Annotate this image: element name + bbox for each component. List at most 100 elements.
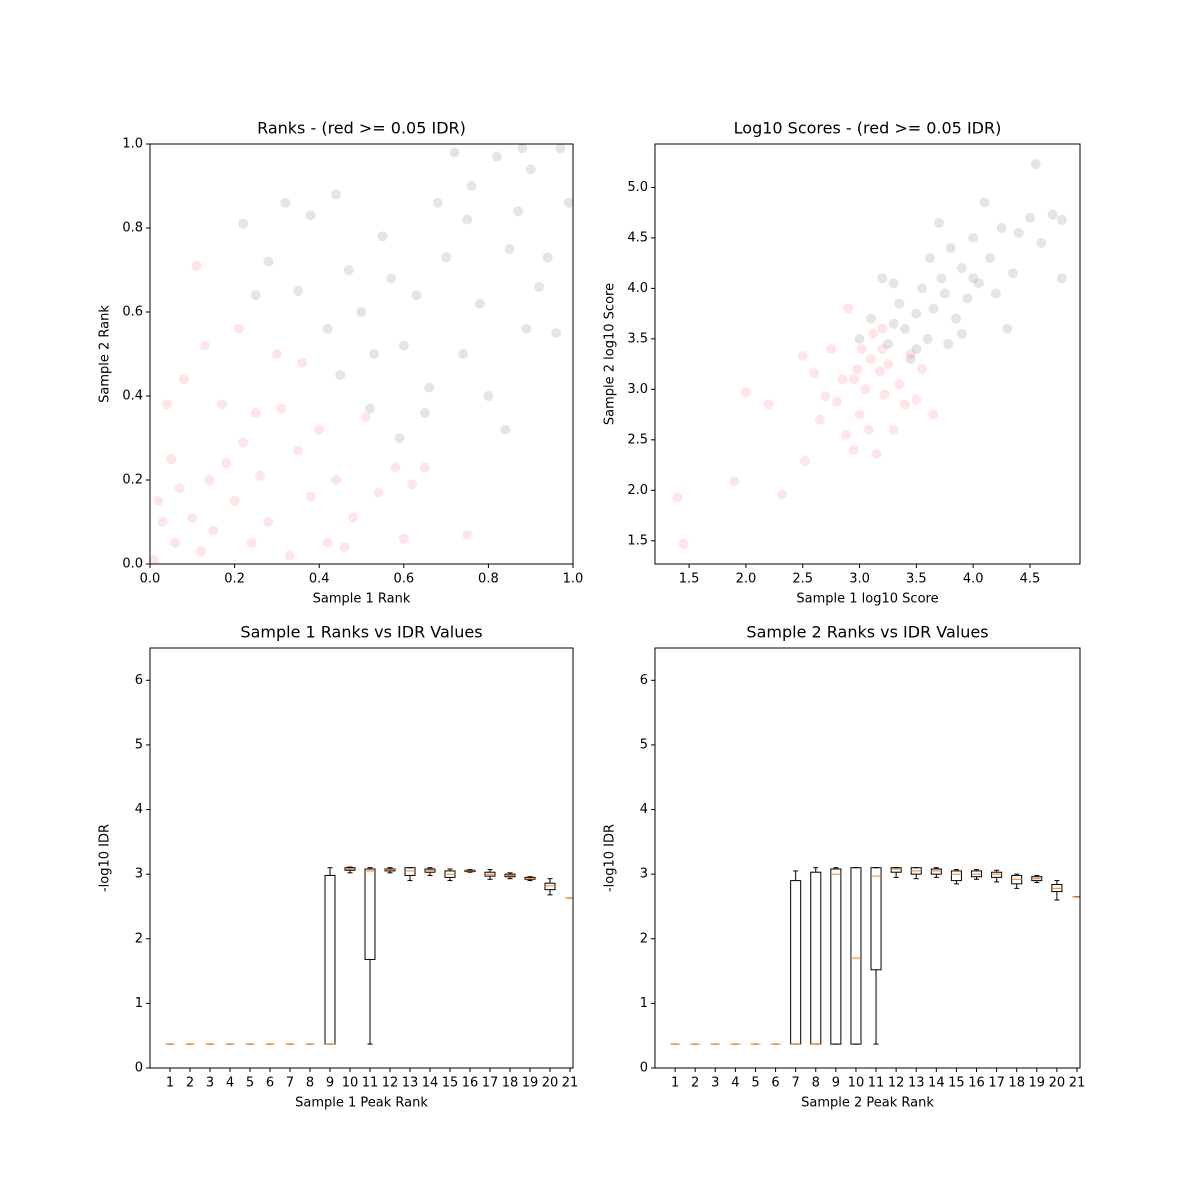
point [254,470,265,481]
point [407,479,418,490]
point [297,357,308,368]
x-tick-label: 18 [1008,1076,1025,1091]
point [877,323,888,334]
point [178,374,189,385]
point [373,487,384,498]
point [229,496,240,506]
x-tick-label: 0.4 [309,572,330,587]
axes-frame [149,143,574,565]
x-tick-label: 21 [562,1076,579,1091]
point [814,414,825,425]
x-tick-label: 3 [711,1076,719,1091]
point [865,354,876,365]
point [432,197,443,208]
y-axis-label: -log10 IDR [603,824,618,892]
point [922,333,933,344]
box [324,874,336,1045]
y-tick-label: 5 [640,737,648,752]
point [882,359,893,370]
x-tick-label: 3.5 [906,572,927,587]
point [877,343,888,354]
point [187,512,198,523]
point [875,366,885,377]
box [850,867,862,1045]
y-tick-label: 2.0 [627,483,648,498]
y-tick-label: 2 [135,931,143,946]
x-tick-label: 17 [988,1076,1005,1091]
x-tick-label: 1.5 [679,572,700,587]
point [521,323,532,334]
point [962,293,973,304]
point [314,424,325,435]
point [911,308,922,319]
y-tick-label: 0.8 [122,221,143,236]
point [250,407,261,418]
point [672,492,683,503]
x-tick-label: 18 [502,1076,519,1091]
point [263,256,274,267]
point [369,349,380,359]
x-axis-label: Sample 1 Peak Rank [295,1096,428,1111]
point [398,533,409,544]
point [276,403,287,414]
point [925,253,935,264]
y-tick-label: 4.0 [627,281,648,296]
point [441,252,452,263]
x-tick-label: 9 [326,1076,334,1091]
plot-area [672,159,1067,549]
plot-area [150,144,573,564]
point [831,396,842,407]
point [1036,237,1047,248]
point [917,364,928,375]
x-tick-label: 11 [362,1076,379,1091]
point [305,491,316,502]
point [419,462,430,473]
box [950,870,962,882]
x-tick-label: 12 [382,1076,399,1091]
point [928,303,939,314]
y-tick-label: 1 [640,996,648,1011]
point [888,278,899,289]
point [551,328,562,338]
box [870,867,882,971]
x-tick-label: 1.0 [563,572,584,587]
x-axis-label: Sample 2 Peak Rank [801,1096,934,1111]
y-axis-label: Sample 2 log10 Score [603,283,618,425]
y-tick-label: 5.0 [627,180,648,195]
point [936,273,947,284]
box [364,868,376,960]
point [973,278,984,289]
x-tick-label: 2.0 [736,572,757,587]
x-tick-label: 21 [1069,1076,1086,1091]
y-axis-label: Sample 2 Rank [98,305,113,403]
x-tick-label: 9 [832,1076,840,1091]
point [322,538,333,548]
y-tick-label: 4 [135,802,143,817]
point [216,399,227,410]
point [934,217,945,228]
point [894,379,905,390]
point [968,273,979,284]
point [900,399,910,410]
point [339,542,350,553]
x-tick-label: 0.2 [224,572,245,587]
point [848,374,859,385]
point [250,290,261,301]
point [563,197,573,208]
y-tick-label: 3.0 [627,382,648,397]
point [968,232,979,243]
y-tick-label: 2 [640,931,648,946]
y-tick-label: 2.5 [627,432,648,447]
point [888,424,899,435]
y-tick-label: 6 [640,673,648,688]
x-tick-label: 4 [226,1076,234,1091]
point [951,313,962,324]
x-tick-label: 3.0 [849,572,870,587]
point [911,343,922,354]
x-tick-label: 3 [206,1076,214,1091]
point [777,489,788,500]
point [996,222,1007,233]
point [157,517,168,527]
point [1047,209,1058,220]
point [199,340,210,351]
